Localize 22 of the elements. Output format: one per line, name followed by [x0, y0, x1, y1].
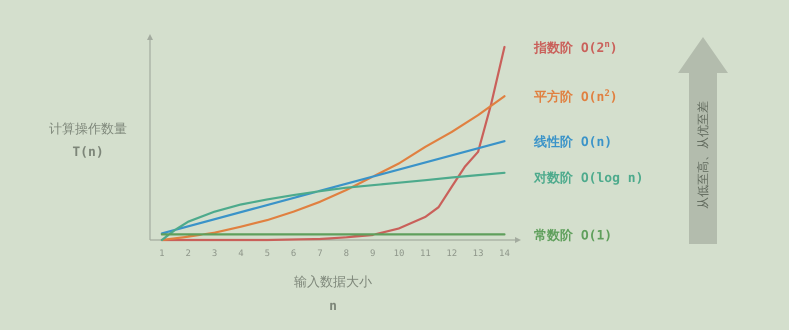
text: 对数阶 O(log n): [533, 171, 644, 186]
x-tick-label: 10: [394, 249, 404, 259]
text: 平方阶 O(n$^{2}$): [533, 89, 618, 106]
x-tick-label: 2: [186, 249, 191, 259]
x-tick-label: 11: [420, 249, 431, 259]
x-tick-label: 14: [499, 249, 510, 259]
text: 常数阶 O(1): [534, 228, 612, 244]
x-tick-label: 1: [159, 249, 165, 259]
x-tick-label: 8: [344, 249, 350, 259]
y-axis-title: 计算操作数量 T(n): [49, 122, 127, 160]
x-tick-label: 12: [446, 249, 458, 259]
x-tick-label: 9: [370, 249, 376, 259]
x-axis-title: 输入数据大小 n: [294, 275, 372, 314]
x-tick-label: 6: [290, 249, 296, 259]
x-tick-label: 5: [264, 249, 270, 259]
text: 从低至高、从优至差: [696, 101, 710, 209]
x-tick-label: 3: [212, 249, 218, 259]
x-tick-label: 13: [472, 249, 484, 259]
text: 线性阶 O(n): [533, 135, 612, 150]
x-tick-label: 4: [238, 249, 244, 259]
x-tick-label: 7: [317, 249, 323, 259]
text: 指数阶 O(2$^{n}$): [533, 40, 618, 56]
